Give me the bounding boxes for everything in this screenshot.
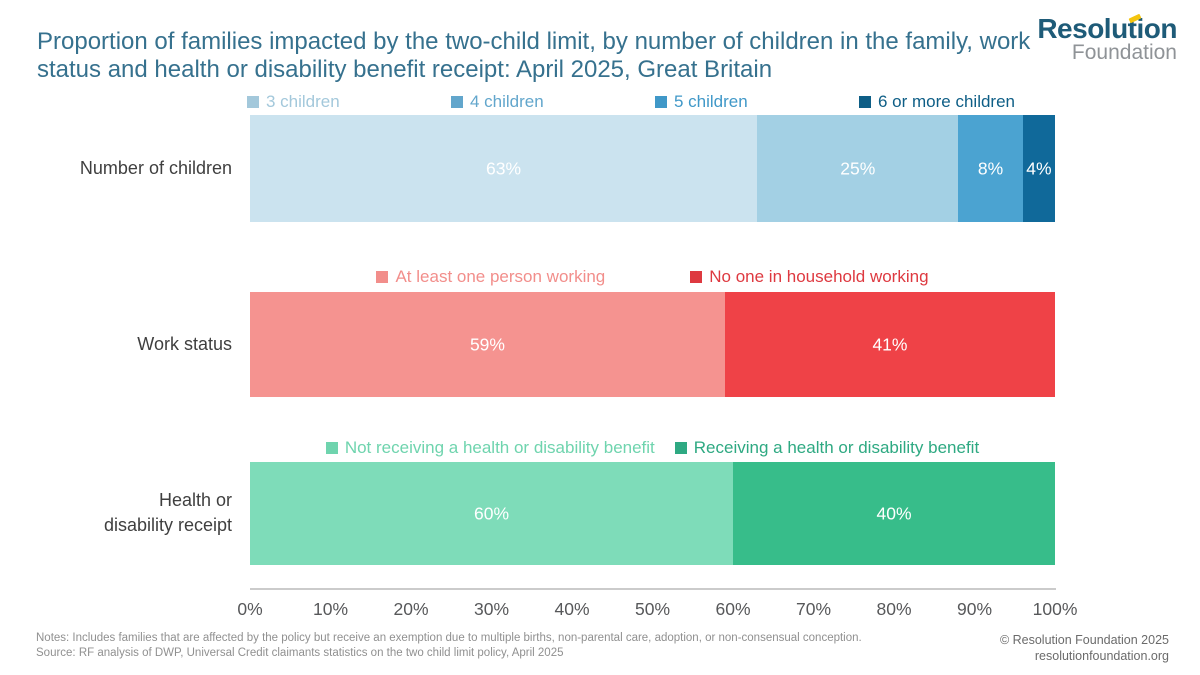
copyright-text: © Resolution Foundation 2025 xyxy=(999,633,1169,647)
legend-item-not-receiving-a-health-or-disability-benefit: Not receiving a health or disability ben… xyxy=(325,438,655,458)
x-axis-tick: 70% xyxy=(795,599,832,619)
row-label-line: Work status xyxy=(137,334,232,354)
logo-foundation-text: Foundation xyxy=(1071,41,1177,64)
x-axis-tick: 20% xyxy=(393,599,429,619)
legend-item-no-one-in-household-working: No one in household working xyxy=(690,267,929,287)
x-axis-line xyxy=(250,588,1056,590)
legend-label: 4 children xyxy=(470,92,544,111)
source-text: Source: RF analysis of DWP, Universal Cr… xyxy=(36,647,564,659)
bar-number-of-children: 63% 25% 8% 4% xyxy=(250,115,1055,222)
footer-attribution-block: © Resolution Foundation 2025 resolutionf… xyxy=(1000,632,1169,664)
segment-value-label: 60% xyxy=(473,503,510,523)
legend-health-disability: Not receiving a health or disability ben… xyxy=(250,438,1055,458)
legend-swatch-icon xyxy=(376,271,389,283)
legend-label: No one in household working xyxy=(709,267,929,286)
legend-work-status: At least one person working No one in hou… xyxy=(250,267,1055,287)
bar-segment-at-least-one-person-working: 59% xyxy=(250,292,725,397)
legend-item-at-least-one-person-working: At least one person working xyxy=(376,267,605,287)
footer-notes-block: Notes: Includes families that are affect… xyxy=(36,631,996,661)
x-axis-tick: 30% xyxy=(473,599,510,619)
resolution-foundation-logo: Resolution Foundation xyxy=(1037,13,1177,64)
bar-health-disability: 60% 40% xyxy=(250,462,1055,565)
legend-label: 5 children xyxy=(674,92,748,111)
legend-number-of-children: 3 children 4 children 5 children 6 or more … xyxy=(247,92,1047,112)
bar-segment-4-children: 25% xyxy=(757,115,959,222)
x-axis-tick: 100% xyxy=(1032,599,1078,619)
legend-swatch-icon xyxy=(674,442,687,454)
bar-work-status: 59% 41% xyxy=(250,292,1055,397)
legend-swatch-icon xyxy=(325,442,338,454)
legend-swatch-icon xyxy=(655,96,667,108)
x-axis-tick-labels: 0% 10% 20% 30% 40% 50% 60% 70% 80% 90% 100% xyxy=(237,599,1077,621)
notes-text: Notes: Includes families that are affect… xyxy=(36,632,862,644)
row-label-work-status: Work status xyxy=(22,332,232,357)
logo-resolution-label: Resolution xyxy=(1037,13,1177,44)
bar-segment-6-or-more-children: 4% xyxy=(1022,115,1055,222)
bar-segment-receiving-a-health-or-disability-benefit: 40% xyxy=(733,462,1055,565)
legend-item-receiving-a-health-or-disability-benefit: Receiving a health or disability benefit xyxy=(674,438,980,458)
legend-label: 3 children xyxy=(266,92,340,111)
row-label-line: disability receipt xyxy=(103,515,232,535)
legend-item-3-children: 3 children xyxy=(247,92,451,112)
segment-value-label: 59% xyxy=(469,334,505,354)
bar-segment-5-children: 8% xyxy=(958,115,1023,222)
bar-segment-3-children: 63% xyxy=(250,115,758,222)
segment-value-label: 4% xyxy=(1026,158,1052,178)
segment-value-label: 25% xyxy=(840,158,876,178)
segment-value-label: 41% xyxy=(872,334,908,354)
legend-swatch-icon xyxy=(247,96,259,108)
legend-label: Receiving a health or disability benefit xyxy=(693,438,980,457)
segment-value-label: 40% xyxy=(876,503,912,523)
row-label-line: Health or xyxy=(158,490,232,510)
bar-segment-no-one-in-household-working: 41% xyxy=(724,292,1055,397)
bar-segment-not-receiving-a-health-or-disability-benefit: 60% xyxy=(250,462,733,565)
row-label-number-of-children: Number of children xyxy=(22,156,232,181)
x-axis-tick: 10% xyxy=(312,599,349,619)
legend-item-6-or-more-children: 6 or more children xyxy=(859,92,1047,112)
legend-label: Not receiving a health or disability ben… xyxy=(344,438,655,457)
legend-item-5-children: 5 children xyxy=(655,92,859,112)
segment-value-label: 8% xyxy=(977,158,1004,178)
x-axis-tick: 50% xyxy=(634,599,671,619)
x-axis-tick: 0% xyxy=(237,599,263,619)
logo-resolution-text: Resolution xyxy=(1037,13,1177,44)
website-text: resolutionfoundation.org xyxy=(1034,649,1169,663)
segment-value-label: 63% xyxy=(486,158,522,178)
x-axis-tick: 90% xyxy=(956,599,993,619)
row-label-line: Number of children xyxy=(79,158,232,178)
legend-swatch-icon xyxy=(690,271,703,283)
row-label-health-disability: Health or disability receipt xyxy=(22,488,232,538)
legend-label: 6 or more children xyxy=(878,92,1016,111)
x-axis-tick: 60% xyxy=(715,599,751,619)
chart-title: Proportion of families impacted by the t… xyxy=(37,28,1031,83)
x-axis-tick: 80% xyxy=(876,599,912,619)
legend-swatch-icon xyxy=(859,96,871,108)
legend-item-4-children: 4 children xyxy=(451,92,655,112)
x-axis-tick: 40% xyxy=(554,599,590,619)
legend-label: At least one person working xyxy=(395,267,606,286)
legend-swatch-icon xyxy=(451,96,463,108)
